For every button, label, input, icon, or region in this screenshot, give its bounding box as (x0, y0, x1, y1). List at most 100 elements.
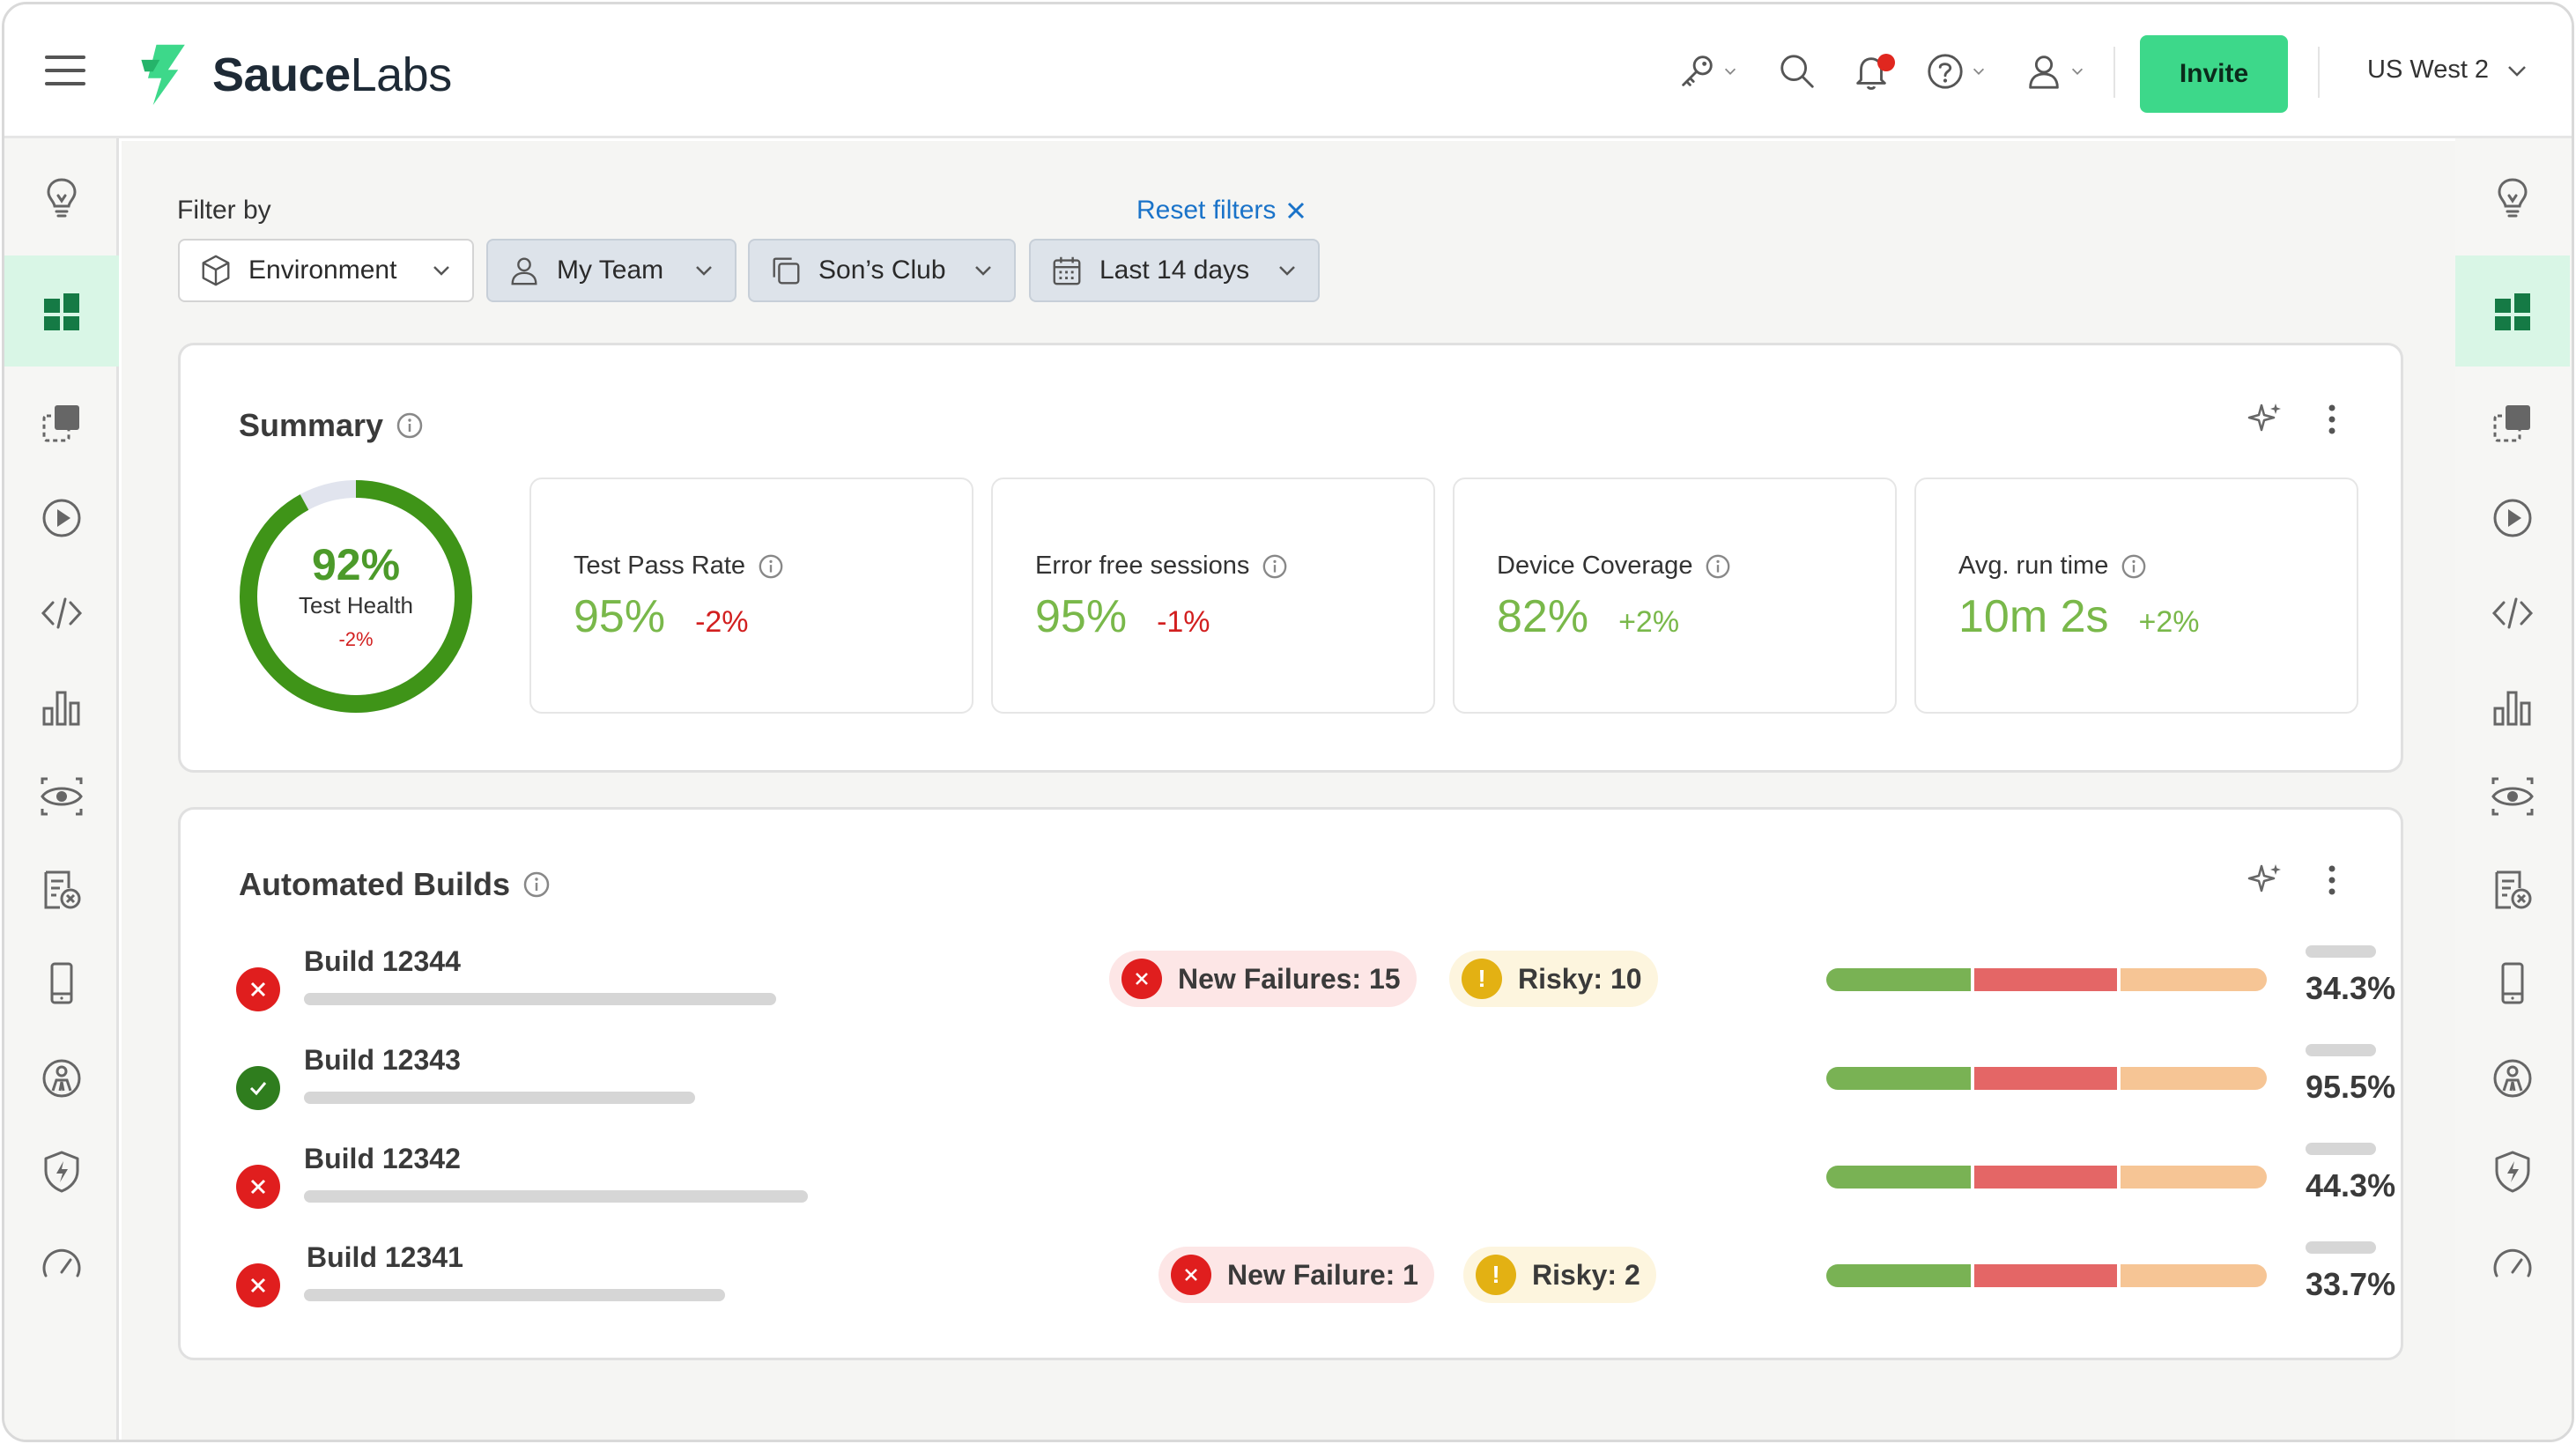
metric-card-pass-rate[interactable]: Test Pass Rate 95% -2% (529, 478, 973, 714)
invite-button[interactable]: Invite (2140, 35, 2288, 113)
sidebar-item-code[interactable] (2455, 574, 2570, 653)
info-icon[interactable] (1705, 553, 1731, 580)
info-icon[interactable] (2121, 553, 2147, 580)
sidebar-item-insights[interactable] (4, 158, 119, 237)
gauge-icon (2493, 1248, 2532, 1277)
sidebar-item-security[interactable] (2455, 1132, 2570, 1211)
sidebar-item-visual[interactable] (2455, 757, 2570, 836)
sparkle-ai-icon[interactable] (2246, 861, 2284, 900)
api-key-button[interactable] (1677, 48, 1738, 94)
filter-team-label: My Team (557, 255, 664, 285)
team-icon (2493, 1059, 2532, 1098)
filter-project-label: Son’s Club (818, 255, 946, 285)
sidebar-item-security[interactable] (4, 1132, 119, 1211)
document-error-icon (2495, 870, 2532, 909)
document-error-icon (44, 870, 81, 909)
percent-placeholder-bar (2306, 945, 2376, 958)
new-failures-badge[interactable]: New Failures: 15 (1109, 951, 1417, 1007)
warning-icon: ! (1462, 959, 1502, 999)
sidebar-item-automated[interactable] (4, 478, 119, 558)
build-name[interactable]: Build 12344 (304, 945, 461, 977)
info-icon[interactable] (1262, 553, 1288, 580)
passed-segment (1826, 1166, 1971, 1189)
build-row[interactable]: Build 12343 95.5% (181, 1044, 2406, 1141)
metric-card-avg-run-time[interactable]: Avg. run time 10m 2s +2% (1914, 478, 2358, 714)
build-name[interactable]: Build 12342 (304, 1143, 461, 1174)
mobile-device-icon (50, 962, 73, 1004)
sparkle-ai-icon[interactable] (2246, 400, 2284, 439)
sidebar-item-automated[interactable] (2455, 478, 2570, 558)
filter-environment[interactable]: Environment (178, 239, 474, 302)
search-button[interactable] (1777, 48, 1817, 94)
failed-segment (1974, 968, 2117, 991)
passed-segment (1826, 1264, 1971, 1287)
info-icon[interactable] (522, 870, 551, 899)
sidebar-item-ownership[interactable] (4, 1039, 119, 1118)
risky-segment (2121, 1067, 2267, 1090)
metric-label: Avg. run time (1958, 552, 2147, 581)
account-menu-button[interactable] (2024, 48, 2085, 94)
info-icon[interactable] (396, 411, 424, 440)
sidebar-item-insights[interactable] (2455, 158, 2570, 237)
hamburger-menu-icon[interactable] (45, 56, 85, 85)
build-placeholder-bar (304, 1092, 695, 1104)
sidebar-item-analytics[interactable] (4, 667, 119, 746)
saucelabs-logo-icon (141, 44, 185, 106)
risky-text: Risky: 10 (1518, 962, 1642, 995)
filter-date-range[interactable]: Last 14 days (1029, 239, 1320, 302)
info-icon[interactable] (758, 553, 784, 580)
risky-badge[interactable]: ! Risky: 2 (1463, 1247, 1656, 1303)
test-health-donut: 92% Test Health -2% (237, 478, 475, 715)
risky-text: Risky: 2 (1532, 1258, 1640, 1291)
filter-team[interactable]: My Team (486, 239, 737, 302)
metric-card-error-free[interactable]: Error free sessions 95% -1% (991, 478, 1435, 714)
summary-title-text: Summary (239, 407, 384, 443)
sidebar-item-live-testing[interactable] (2455, 383, 2570, 463)
sidebar-item-performance[interactable] (4, 1227, 119, 1307)
region-label: US West 2 (2367, 56, 2490, 84)
sidebar-item-visual[interactable] (4, 757, 119, 836)
team-icon (42, 1059, 81, 1098)
risky-badge[interactable]: ! Risky: 10 (1449, 951, 1658, 1007)
filter-project[interactable]: Son’s Club (748, 239, 1016, 302)
builds-title-text: Automated Builds (239, 866, 511, 902)
sidebar-item-performance[interactable] (2455, 1227, 2570, 1307)
saucelabs-logo[interactable]: SauceLabs (131, 40, 452, 110)
sidebar-item-devices[interactable] (4, 944, 119, 1023)
reset-filters-link[interactable]: Reset filters (1136, 196, 1307, 226)
sidebar-item-test-results[interactable] (2455, 850, 2570, 929)
sidebar-item-code[interactable] (4, 574, 119, 653)
build-row[interactable]: Build 12344 New Failures: 15 ! Risky: 10… (181, 945, 2406, 1042)
build-name[interactable]: Build 12343 (304, 1044, 461, 1076)
help-button[interactable] (1925, 48, 1987, 94)
more-options-icon[interactable] (2327, 864, 2337, 896)
passed-segment (1826, 1067, 1971, 1090)
sidebar-item-analytics[interactable] (2455, 667, 2570, 746)
notifications-button[interactable] (1851, 48, 1895, 94)
metric-card-device-coverage[interactable]: Device Coverage 82% +2% (1453, 478, 1897, 714)
play-circle-icon (42, 499, 81, 537)
build-name[interactable]: Build 12341 (307, 1241, 463, 1273)
warning-icon: ! (1476, 1255, 1516, 1295)
build-results-bar (1826, 1264, 2267, 1287)
metric-label: Test Pass Rate (574, 552, 784, 581)
region-selector[interactable]: US West 2 (2367, 56, 2529, 85)
automated-builds-card: Automated Builds Build 12344 New Failure… (178, 807, 2403, 1360)
build-pass-percent: 44.3% (2306, 1167, 2396, 1203)
chevron-down-icon (1724, 68, 1736, 75)
metric-value: 95% -1% (1035, 590, 1210, 643)
sidebar-item-test-results[interactable] (4, 850, 119, 929)
more-options-icon[interactable] (2327, 404, 2337, 435)
sidebar-item-ownership[interactable] (2455, 1039, 2570, 1118)
left-sidebar (4, 138, 119, 1440)
sidebar-item-dashboard[interactable] (2455, 255, 2570, 367)
sidebar-item-live-testing[interactable] (4, 383, 119, 463)
build-row[interactable]: Build 12341 New Failure: 1 ! Risky: 2 33… (181, 1241, 2406, 1338)
main-content: Filter by Reset filters Environment My T… (122, 141, 2455, 1440)
percent-placeholder-bar (2306, 1044, 2376, 1056)
new-failures-badge[interactable]: New Failure: 1 (1158, 1247, 1434, 1303)
sidebar-item-dashboard[interactable] (4, 255, 119, 367)
sidebar-item-devices[interactable] (2455, 944, 2570, 1023)
build-row[interactable]: Build 12342 44.3% (181, 1143, 2406, 1240)
search-icon (1780, 55, 1814, 88)
